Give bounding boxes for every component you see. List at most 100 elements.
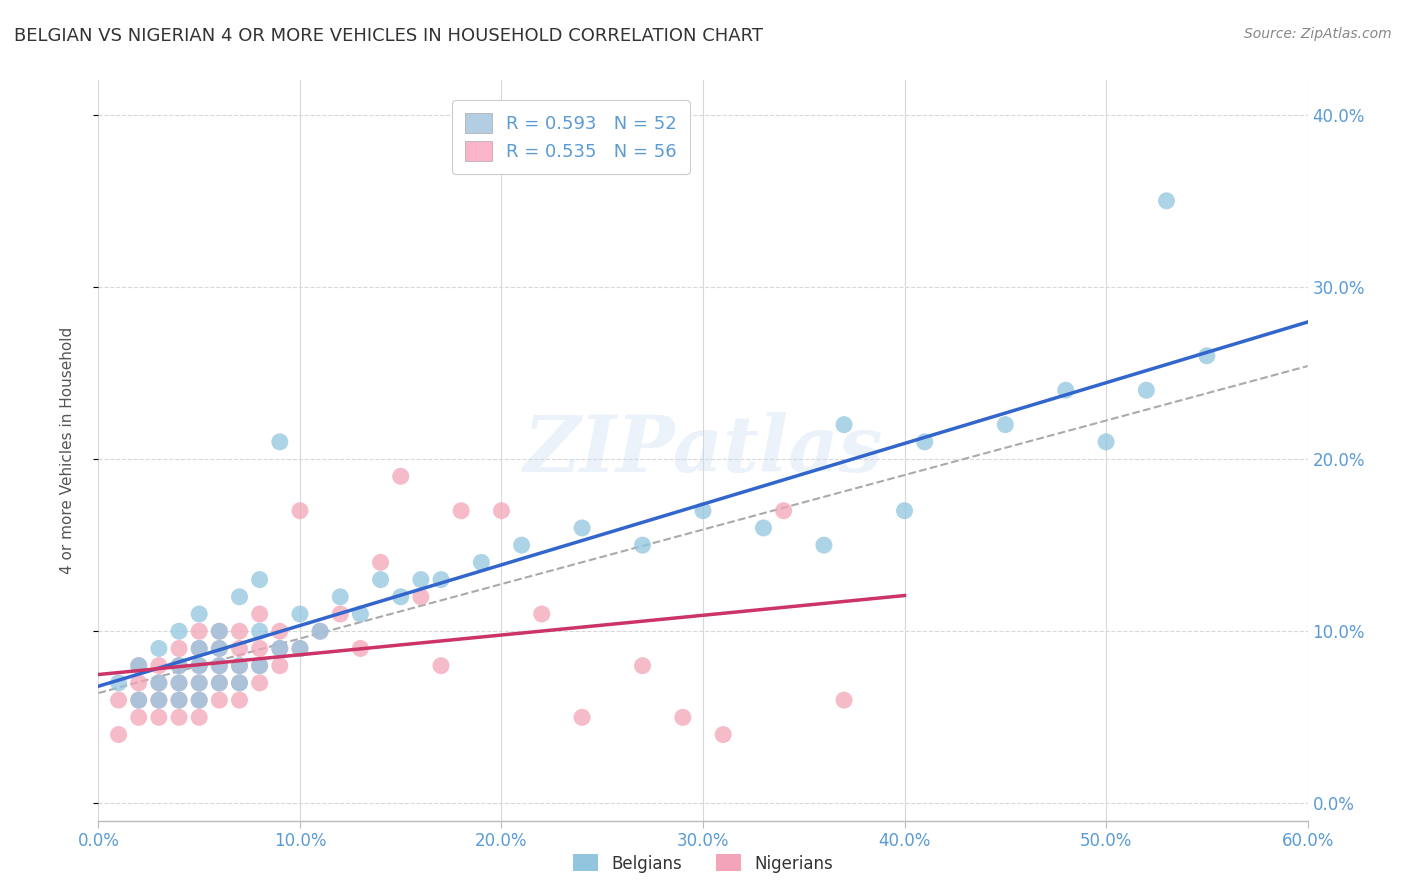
Point bbox=[188, 676, 211, 690]
Point bbox=[571, 521, 593, 535]
Point bbox=[530, 607, 553, 621]
Point bbox=[288, 641, 311, 656]
Point bbox=[349, 607, 371, 621]
Point bbox=[510, 538, 533, 552]
Point bbox=[249, 624, 271, 639]
Point bbox=[167, 693, 190, 707]
Point bbox=[128, 693, 150, 707]
Point bbox=[188, 641, 211, 656]
Point bbox=[128, 693, 150, 707]
Point bbox=[208, 641, 231, 656]
Point bbox=[148, 676, 170, 690]
Point bbox=[1095, 434, 1118, 449]
Point bbox=[249, 607, 271, 621]
Point bbox=[491, 504, 513, 518]
Point bbox=[167, 676, 190, 690]
Point bbox=[269, 624, 291, 639]
Point bbox=[752, 521, 775, 535]
Point bbox=[309, 624, 332, 639]
Point bbox=[148, 641, 170, 656]
Point bbox=[107, 693, 129, 707]
Point bbox=[1195, 349, 1218, 363]
Point bbox=[269, 641, 291, 656]
Point bbox=[249, 641, 271, 656]
Point bbox=[269, 658, 291, 673]
Point bbox=[430, 573, 453, 587]
Point bbox=[672, 710, 695, 724]
Point bbox=[1156, 194, 1178, 208]
Point bbox=[249, 676, 271, 690]
Text: BELGIAN VS NIGERIAN 4 OR MORE VEHICLES IN HOUSEHOLD CORRELATION CHART: BELGIAN VS NIGERIAN 4 OR MORE VEHICLES I… bbox=[14, 27, 763, 45]
Point bbox=[813, 538, 835, 552]
Point bbox=[994, 417, 1017, 432]
Point bbox=[208, 658, 231, 673]
Point bbox=[167, 641, 190, 656]
Point bbox=[208, 624, 231, 639]
Point bbox=[631, 538, 654, 552]
Point bbox=[148, 658, 170, 673]
Point bbox=[228, 676, 250, 690]
Point bbox=[450, 504, 472, 518]
Point bbox=[128, 676, 150, 690]
Point bbox=[128, 710, 150, 724]
Point bbox=[188, 676, 211, 690]
Point bbox=[914, 434, 936, 449]
Point bbox=[269, 641, 291, 656]
Point bbox=[107, 676, 129, 690]
Legend: R = 0.593   N = 52, R = 0.535   N = 56: R = 0.593 N = 52, R = 0.535 N = 56 bbox=[453, 101, 689, 174]
Point bbox=[188, 710, 211, 724]
Point bbox=[188, 693, 211, 707]
Point bbox=[167, 658, 190, 673]
Point bbox=[409, 590, 432, 604]
Point bbox=[148, 693, 170, 707]
Point bbox=[370, 573, 392, 587]
Point bbox=[692, 504, 714, 518]
Point bbox=[167, 693, 190, 707]
Text: Source: ZipAtlas.com: Source: ZipAtlas.com bbox=[1244, 27, 1392, 41]
Point bbox=[208, 624, 231, 639]
Point bbox=[309, 624, 332, 639]
Point bbox=[188, 658, 211, 673]
Point bbox=[188, 624, 211, 639]
Point bbox=[470, 555, 492, 569]
Point bbox=[1054, 383, 1077, 397]
Point bbox=[167, 676, 190, 690]
Point bbox=[208, 676, 231, 690]
Point bbox=[370, 555, 392, 569]
Point bbox=[167, 658, 190, 673]
Point bbox=[208, 641, 231, 656]
Point bbox=[148, 693, 170, 707]
Point bbox=[188, 658, 211, 673]
Point bbox=[288, 607, 311, 621]
Point bbox=[631, 658, 654, 673]
Text: ZIPatlas: ZIPatlas bbox=[523, 412, 883, 489]
Point bbox=[167, 624, 190, 639]
Point bbox=[228, 641, 250, 656]
Point bbox=[409, 573, 432, 587]
Point bbox=[1135, 383, 1157, 397]
Point bbox=[288, 641, 311, 656]
Point bbox=[228, 676, 250, 690]
Point bbox=[329, 607, 352, 621]
Point bbox=[571, 710, 593, 724]
Point bbox=[228, 590, 250, 604]
Point bbox=[228, 693, 250, 707]
Point bbox=[893, 504, 915, 518]
Point bbox=[228, 624, 250, 639]
Point bbox=[128, 658, 150, 673]
Point bbox=[249, 658, 271, 673]
Point bbox=[711, 727, 734, 741]
Point bbox=[832, 417, 855, 432]
Point bbox=[228, 658, 250, 673]
Point bbox=[208, 693, 231, 707]
Point bbox=[208, 658, 231, 673]
Point bbox=[128, 658, 150, 673]
Point bbox=[288, 504, 311, 518]
Point bbox=[188, 607, 211, 621]
Point bbox=[329, 590, 352, 604]
Point bbox=[188, 693, 211, 707]
Point bbox=[349, 641, 371, 656]
Point bbox=[249, 573, 271, 587]
Point bbox=[389, 590, 412, 604]
Point bbox=[389, 469, 412, 483]
